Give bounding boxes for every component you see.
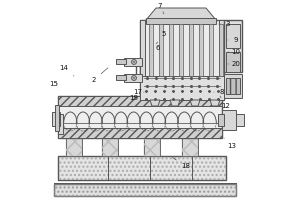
Bar: [189, 24, 194, 76]
Bar: [224, 20, 242, 72]
Bar: [58, 114, 63, 134]
Bar: [226, 24, 240, 48]
Circle shape: [132, 76, 136, 80]
Bar: [54, 184, 236, 196]
Bar: [146, 18, 216, 24]
Text: 3: 3: [219, 21, 230, 27]
Bar: [116, 75, 126, 80]
Text: 13: 13: [224, 138, 236, 149]
Bar: [66, 138, 82, 156]
Circle shape: [132, 60, 136, 64]
Bar: [58, 96, 222, 106]
Text: 5: 5: [156, 31, 166, 44]
Text: 15: 15: [50, 81, 58, 87]
Polygon shape: [210, 100, 220, 106]
Text: 7: 7: [158, 3, 164, 14]
Circle shape: [133, 61, 135, 63]
Bar: [54, 184, 236, 196]
Text: 17: 17: [134, 86, 146, 95]
Bar: [144, 138, 160, 156]
Text: 18: 18: [172, 157, 190, 169]
Text: 9: 9: [228, 37, 238, 43]
Bar: [179, 24, 183, 76]
Text: 10: 10: [228, 49, 241, 55]
Text: 12: 12: [220, 96, 230, 109]
Bar: [102, 138, 118, 156]
Bar: [159, 24, 164, 76]
Bar: [124, 58, 142, 66]
Bar: [140, 20, 224, 100]
Bar: [58, 128, 222, 138]
Bar: [169, 24, 173, 76]
Bar: [226, 52, 240, 72]
Bar: [226, 78, 240, 94]
Text: 8: 8: [214, 89, 224, 95]
Bar: [140, 76, 224, 100]
Circle shape: [133, 77, 135, 79]
Bar: [222, 110, 236, 130]
Text: 19: 19: [130, 92, 144, 101]
Bar: [58, 156, 226, 180]
Bar: [58, 156, 226, 180]
Text: 20: 20: [228, 61, 240, 67]
Bar: [140, 20, 145, 100]
Bar: [199, 24, 203, 76]
Bar: [58, 96, 222, 138]
Polygon shape: [190, 100, 200, 106]
Bar: [66, 138, 82, 156]
Bar: [219, 24, 224, 76]
Bar: [102, 138, 118, 156]
Bar: [149, 24, 153, 76]
Bar: [116, 59, 126, 64]
Bar: [209, 24, 213, 76]
Bar: [124, 74, 142, 82]
Bar: [58, 156, 226, 180]
Bar: [182, 138, 198, 156]
Bar: [55, 105, 59, 131]
Bar: [144, 138, 160, 156]
Text: 2: 2: [92, 68, 108, 83]
Text: 6: 6: [152, 45, 160, 56]
Polygon shape: [146, 8, 216, 20]
Bar: [224, 74, 242, 98]
Bar: [219, 20, 224, 100]
Bar: [182, 138, 198, 156]
Bar: [236, 114, 244, 126]
Bar: [218, 114, 224, 126]
Polygon shape: [170, 100, 180, 106]
Text: 14: 14: [60, 65, 74, 76]
Bar: [52, 112, 60, 126]
Polygon shape: [150, 100, 160, 106]
